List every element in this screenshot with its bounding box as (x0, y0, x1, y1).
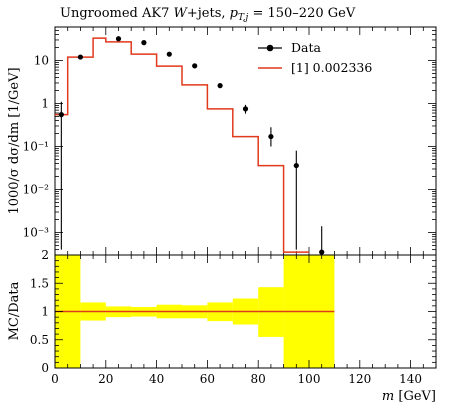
x-tick-label: 100 (298, 372, 321, 386)
main-plot-frame (54, 26, 437, 256)
legend: Data [1] 0.002336 (258, 40, 372, 75)
data-point (77, 54, 83, 60)
x-tick-label: 80 (251, 372, 266, 386)
x-axis-label: m [GeV] (382, 389, 436, 404)
data-point (115, 36, 122, 42)
data-points (58, 36, 325, 255)
ratio-y-tick-label: 0.5 (30, 333, 49, 347)
data-point (58, 112, 64, 118)
legend-data-marker (266, 44, 274, 52)
data-point (293, 162, 299, 169)
x-tick-label: 60 (200, 372, 215, 386)
ratio-y-tick-label: 1.5 (30, 276, 49, 290)
y-tick-label: 10⁻¹ (23, 139, 49, 153)
y-tick-label: 10⁻³ (23, 226, 50, 240)
legend-mc-label: [1] 0.002336 (291, 60, 372, 75)
main-axis-ticks (54, 26, 437, 256)
mc-histogram-line (55, 37, 309, 253)
x-tick-label: 120 (348, 372, 371, 386)
ratio-y-axis-label: MC/Data (7, 281, 22, 340)
ratio-axis-ticks (54, 254, 437, 369)
x-tick-label: 20 (98, 372, 113, 386)
chart-title: Ungroomed AK7 W+jets, pT,j = 150–220 GeV (60, 6, 356, 23)
data-point (192, 63, 198, 69)
ratio-y-tick-label: 2 (41, 248, 49, 262)
data-point (268, 133, 274, 140)
x-tick-label: 0 (51, 372, 59, 386)
data-point (166, 51, 172, 57)
data-point (141, 40, 147, 46)
ratio-y-tick-label: 0 (41, 361, 49, 375)
ratio-panel: 0 0.5 1 1.5 2 0 20 40 60 80 100 120 140 MC/Data m [… (7, 248, 437, 404)
main-y-axis-label: 1000/σ dσ/dm [1/GeV] (7, 67, 22, 214)
x-tick-label: 140 (399, 372, 422, 386)
ratio-y-tick-label: 1 (41, 305, 49, 319)
main-panel: 10⁻³ 10⁻² 10⁻¹ 1 10 1000/σ dσ/dm [1/GeV] (7, 26, 437, 256)
y-tick-label: 10 (34, 53, 49, 67)
y-tick-label: 10⁻² (23, 183, 50, 197)
legend-data-label: Data (291, 40, 321, 55)
x-tick-label: 40 (149, 372, 164, 386)
ratio-y-tick-labels: 0 0.5 1 1.5 2 (30, 248, 49, 375)
main-y-tick-labels: 10⁻³ 10⁻² 10⁻¹ 1 10 (23, 53, 50, 239)
mc-histogram (55, 37, 309, 253)
data-point (319, 249, 325, 255)
data-point (242, 106, 249, 112)
data-point (217, 83, 223, 89)
y-tick-label: 1 (41, 96, 49, 110)
x-tick-labels: 0 20 40 60 80 100 120 140 (51, 372, 422, 386)
